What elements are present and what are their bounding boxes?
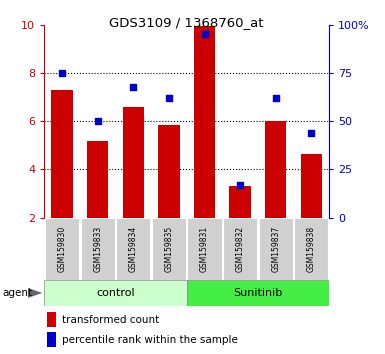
Bar [80, 218, 115, 280]
Bar [229, 186, 251, 218]
Point [130, 84, 136, 89]
Point [95, 118, 101, 124]
Bar [158, 125, 179, 218]
Bar [51, 90, 73, 218]
Bar [187, 280, 329, 306]
Point [201, 32, 208, 37]
Text: GSM159837: GSM159837 [271, 225, 280, 272]
Bar [265, 121, 286, 218]
Text: GSM159838: GSM159838 [307, 225, 316, 272]
Bar [194, 26, 215, 218]
Bar [116, 218, 151, 280]
Bar [301, 154, 322, 218]
Text: GSM159835: GSM159835 [164, 225, 173, 272]
Point [273, 95, 279, 101]
Point [166, 95, 172, 101]
Point [59, 70, 65, 76]
Text: GSM159833: GSM159833 [93, 225, 102, 272]
Point [237, 182, 243, 188]
Text: GSM159834: GSM159834 [129, 225, 138, 272]
Text: GSM159831: GSM159831 [200, 225, 209, 272]
Text: Sunitinib: Sunitinib [233, 288, 283, 298]
Text: GSM159830: GSM159830 [58, 225, 67, 272]
Bar [223, 218, 257, 280]
Bar [87, 141, 109, 218]
Polygon shape [28, 288, 42, 298]
Text: GDS3109 / 1368760_at: GDS3109 / 1368760_at [109, 16, 264, 29]
Text: transformed count: transformed count [62, 315, 159, 325]
Bar [122, 107, 144, 218]
Bar [44, 280, 187, 306]
Text: control: control [96, 288, 135, 298]
Bar [294, 218, 328, 280]
Text: percentile rank within the sample: percentile rank within the sample [62, 335, 238, 345]
Point [308, 130, 315, 136]
Text: GSM159832: GSM159832 [236, 225, 244, 272]
Bar [47, 332, 56, 347]
Bar [45, 218, 79, 280]
Bar [47, 312, 56, 327]
Text: agent: agent [2, 288, 32, 298]
Bar [187, 218, 222, 280]
Bar [152, 218, 186, 280]
Bar [259, 218, 293, 280]
